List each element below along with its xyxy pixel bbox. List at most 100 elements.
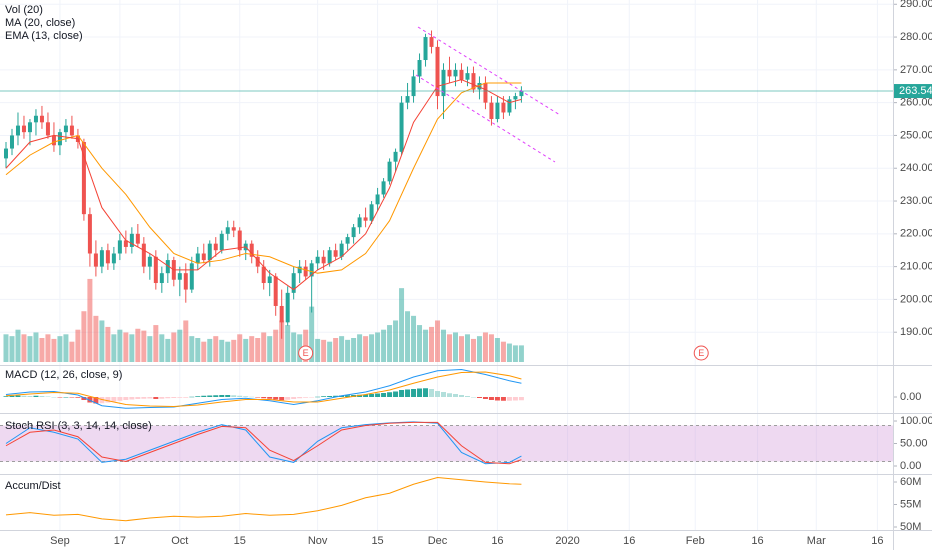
indicator-line bbox=[5, 421, 522, 465]
macd-histogram-bar bbox=[273, 397, 279, 400]
volume-bar bbox=[237, 334, 243, 362]
trend-channel-line bbox=[417, 26, 561, 116]
macd-histogram-bar bbox=[441, 392, 447, 397]
macd-histogram-bar bbox=[147, 397, 153, 399]
event-label: E bbox=[698, 348, 704, 358]
volume-bar bbox=[111, 334, 117, 362]
volume-bar bbox=[435, 320, 441, 362]
candle-body bbox=[45, 122, 50, 136]
legend-ma: MA (20, close) bbox=[5, 17, 75, 29]
candle-body bbox=[111, 253, 116, 264]
candle-body bbox=[435, 46, 440, 97]
candle-body bbox=[81, 141, 86, 215]
x-tick-label: Dec bbox=[428, 535, 448, 547]
y-tick-label: 200.00 bbox=[900, 293, 932, 305]
volume-bar bbox=[291, 332, 297, 362]
candle-body bbox=[471, 73, 476, 90]
candle-body bbox=[315, 256, 320, 264]
candle-body bbox=[429, 37, 434, 47]
volume-bar bbox=[39, 338, 45, 362]
candle-body bbox=[231, 227, 236, 231]
candle-body bbox=[249, 243, 254, 257]
macd-histogram-bar bbox=[81, 397, 87, 400]
candle-body bbox=[381, 181, 386, 195]
volume-bar bbox=[189, 336, 195, 362]
volume-bar bbox=[464, 334, 470, 362]
macd-histogram-bar bbox=[237, 395, 243, 397]
candle-body bbox=[339, 243, 344, 257]
macd-histogram-bar bbox=[141, 397, 147, 399]
candle-body bbox=[51, 135, 56, 146]
volume-bar bbox=[129, 334, 135, 362]
macd-histogram-bar bbox=[333, 395, 339, 397]
event-marker bbox=[298, 345, 314, 361]
candle-body bbox=[69, 125, 74, 136]
candle-body bbox=[147, 256, 152, 267]
indicator-line bbox=[5, 421, 522, 465]
event-label: E bbox=[303, 348, 309, 358]
panel-title: Accum/Dist bbox=[5, 480, 61, 492]
candle-body bbox=[477, 82, 482, 90]
x-tick-label: 16 bbox=[623, 535, 635, 547]
volume-bar bbox=[51, 338, 57, 362]
macd-histogram-bar bbox=[171, 397, 177, 398]
candle-body bbox=[489, 102, 494, 120]
volume-bar bbox=[33, 332, 39, 362]
volume-bar bbox=[105, 326, 111, 362]
candle-body bbox=[507, 99, 512, 113]
volume-bar bbox=[482, 332, 488, 362]
panel-title: MACD (12, 26, close, 9) bbox=[5, 369, 122, 381]
candle-body bbox=[333, 250, 338, 257]
macd-histogram-bar bbox=[315, 396, 321, 398]
macd-histogram-bar bbox=[482, 397, 488, 399]
macd-histogram-bar bbox=[279, 397, 285, 401]
candle-body bbox=[129, 233, 134, 247]
candle-body bbox=[21, 125, 26, 133]
volume-bar bbox=[177, 329, 183, 362]
candle-body bbox=[237, 230, 242, 251]
volume-bar bbox=[363, 336, 369, 362]
x-tick-label: 16 bbox=[491, 535, 503, 547]
macd-histogram-bar bbox=[375, 393, 381, 397]
candle-body bbox=[369, 204, 374, 221]
macd-histogram-bar bbox=[93, 397, 99, 404]
macd-histogram-bar bbox=[405, 389, 411, 397]
candle-body bbox=[501, 102, 506, 113]
volume-bar bbox=[441, 329, 447, 362]
candle-body bbox=[105, 250, 110, 264]
macd-histogram-bar bbox=[500, 397, 506, 401]
volume-bar bbox=[351, 338, 357, 362]
macd-histogram-bar bbox=[327, 396, 333, 397]
macd-histogram-bar bbox=[99, 397, 105, 404]
volume-bar bbox=[147, 336, 153, 362]
y-tick-label: 290.00 bbox=[900, 0, 932, 10]
macd-histogram-bar bbox=[15, 395, 21, 397]
macd-histogram-bar bbox=[303, 397, 309, 398]
volume-bar bbox=[369, 334, 375, 362]
macd-histogram-bar bbox=[488, 397, 494, 400]
macd-histogram-bar bbox=[291, 397, 297, 399]
volume-bar bbox=[171, 332, 177, 362]
macd-histogram-bar bbox=[207, 395, 213, 397]
macd-histogram-bar bbox=[518, 397, 524, 401]
volume-bar bbox=[381, 329, 387, 362]
y-tick-label: 50M bbox=[900, 521, 921, 533]
volume-bar bbox=[321, 339, 327, 362]
candle-body bbox=[93, 253, 98, 267]
macd-histogram-bar bbox=[45, 396, 51, 397]
volume-bar bbox=[99, 320, 105, 362]
volume-bar bbox=[429, 326, 435, 362]
candle-body bbox=[405, 96, 410, 103]
macd-histogram-bar bbox=[27, 396, 33, 397]
macd-histogram-bar bbox=[446, 393, 452, 397]
y-tick-label: 60M bbox=[900, 476, 921, 488]
macd-histogram-bar bbox=[225, 395, 231, 397]
macd-histogram-bar bbox=[381, 393, 387, 397]
volume-bar bbox=[219, 339, 225, 362]
volume-bar bbox=[512, 345, 518, 362]
candle-body bbox=[417, 60, 422, 77]
x-tick-label: 16 bbox=[751, 535, 763, 547]
macd-histogram-bar bbox=[219, 395, 225, 397]
y-tick-label: 0.00 bbox=[900, 391, 921, 403]
last-price-box bbox=[893, 84, 932, 99]
